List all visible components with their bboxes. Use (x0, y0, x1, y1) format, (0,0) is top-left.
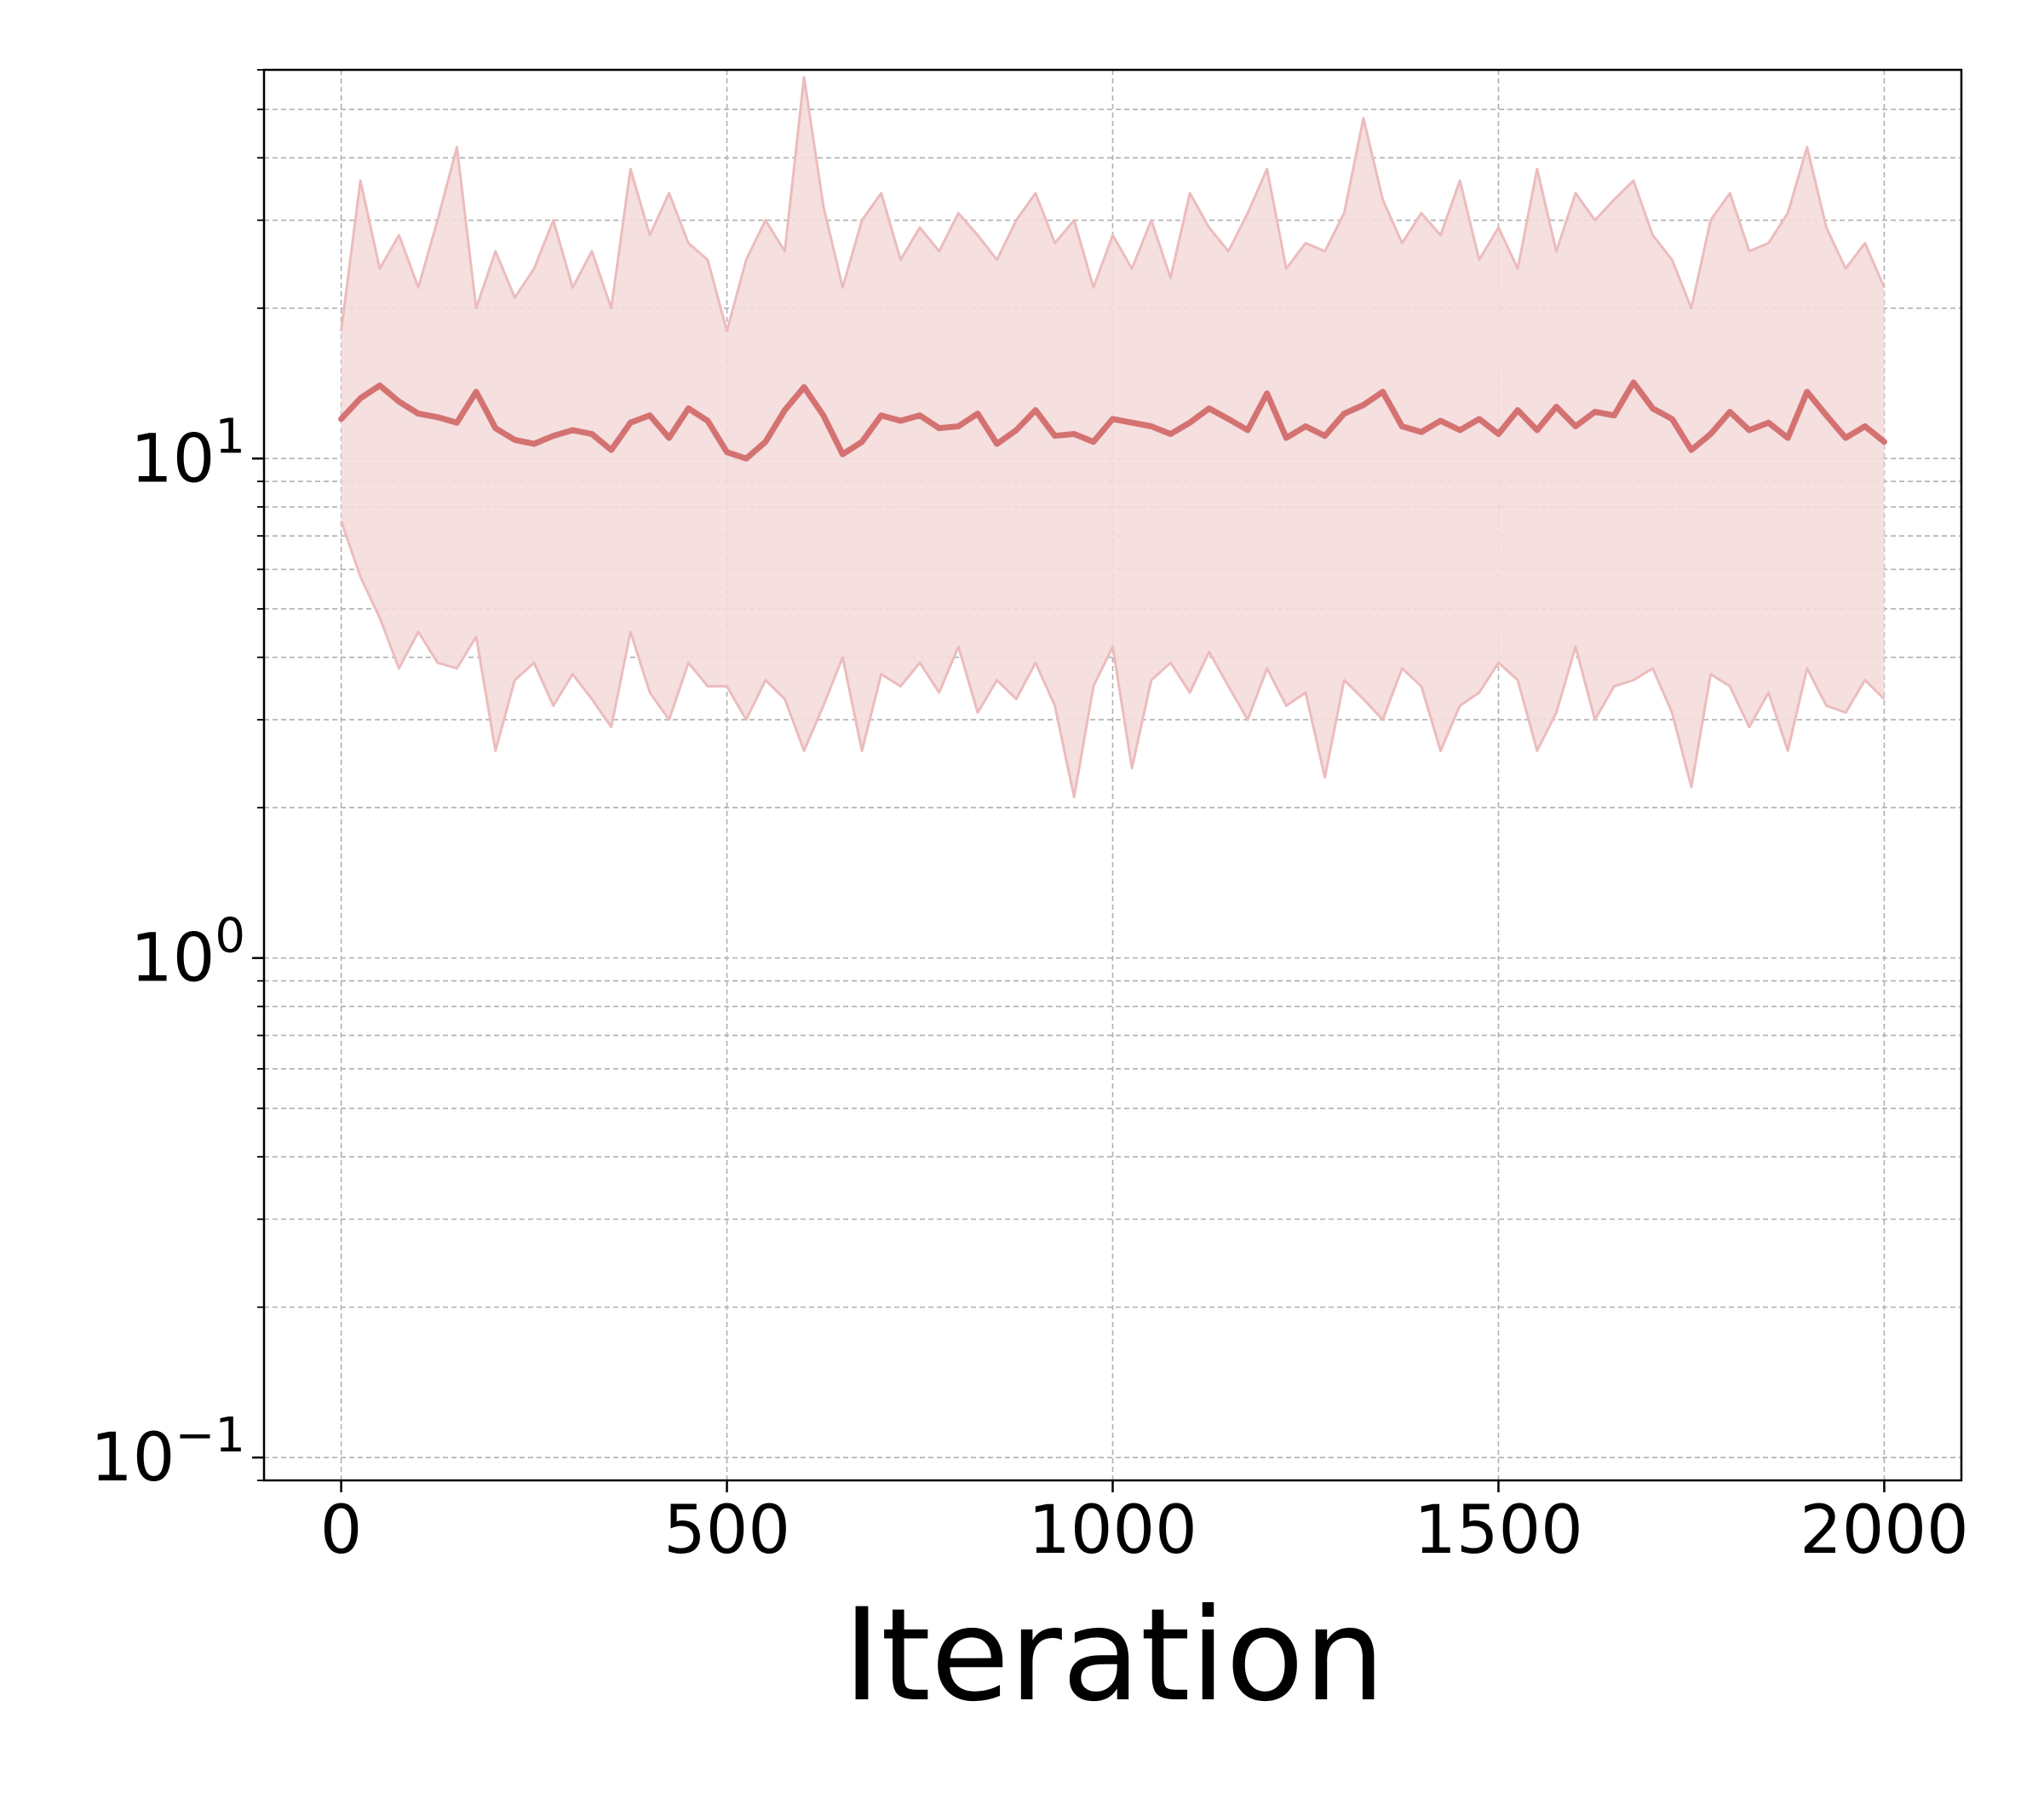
x-tick-label: 1000 (1028, 1492, 1197, 1569)
x-tick-label: 500 (663, 1492, 790, 1569)
confidence-band-layer (340, 76, 1886, 799)
y-tick-exponent: 0 (215, 909, 245, 964)
x-tick-label: 0 (320, 1492, 363, 1569)
y-tick-base: 10 (130, 421, 215, 497)
x-axis-label: Iteration (843, 1582, 1385, 1730)
band-upper-edge (340, 76, 1886, 333)
mean-line-layer (338, 379, 1887, 462)
y-tick-exponent: 1 (215, 409, 245, 464)
y-tick-base: 10 (130, 921, 215, 997)
y-tick-exponent: −1 (175, 1408, 245, 1463)
x-tick-label: 1500 (1414, 1492, 1583, 1569)
y-tick-label: 100 (130, 909, 245, 997)
mean-line (338, 379, 1887, 462)
y-tick-base: 10 (90, 1420, 175, 1497)
band-lower-edge (340, 520, 1886, 799)
confidence-band (341, 77, 1885, 797)
x-tick-label: 2000 (1800, 1492, 1969, 1569)
y-tick-label: 101 (130, 409, 245, 497)
y-tick-label: 10−1 (90, 1408, 245, 1497)
